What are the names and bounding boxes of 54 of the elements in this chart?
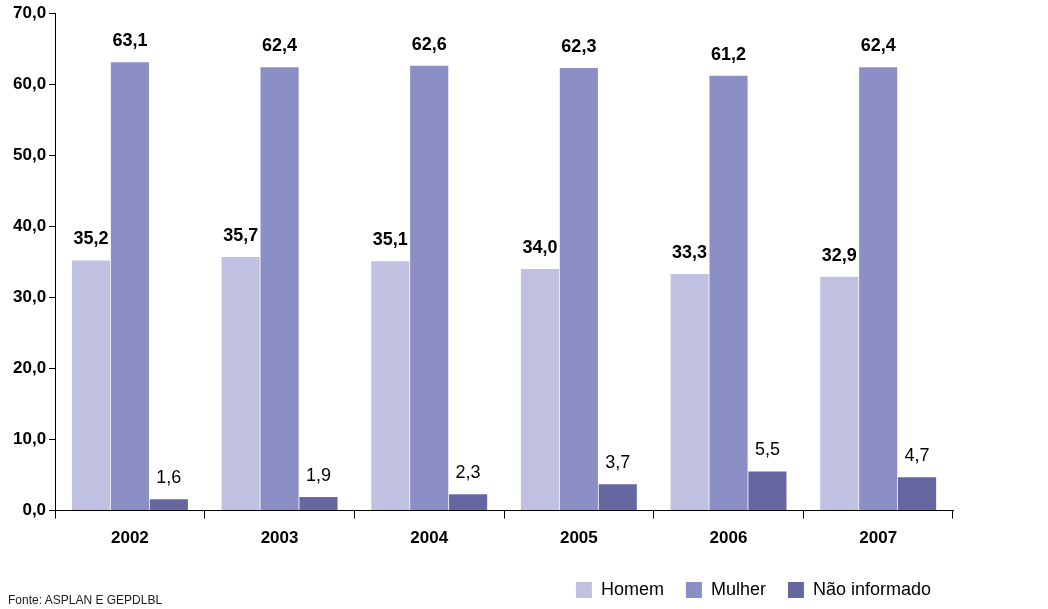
data-label: 4,7: [904, 445, 930, 466]
x-tick-label: 2006: [709, 528, 748, 548]
bar: [559, 67, 598, 511]
bar: [820, 276, 859, 511]
bar: [149, 499, 188, 511]
bar: [859, 67, 898, 511]
bar: [709, 75, 748, 511]
bar: [71, 260, 111, 511]
data-label: 61,2: [711, 43, 747, 64]
source-note: Fonte: ASPLAN E GEPDLBL: [8, 593, 163, 607]
bar: [520, 269, 560, 511]
legend-label: Homem: [600, 578, 664, 599]
data-label: 3,7: [605, 452, 631, 473]
data-label: 5,5: [754, 439, 780, 460]
data-label: 32,9: [821, 244, 857, 265]
y-tick-label: 70,0: [12, 2, 47, 22]
data-label: 62,6: [411, 33, 447, 54]
x-tick-label: 2004: [410, 528, 449, 548]
data-label: 35,7: [223, 224, 259, 245]
bar: [898, 477, 937, 511]
bar: [748, 471, 787, 511]
data-label: 35,2: [73, 228, 109, 249]
x-tick-label: 2002: [111, 528, 149, 548]
bar: [670, 273, 709, 511]
y-tick-label: 60,0: [12, 73, 47, 93]
data-label: 63,1: [112, 30, 148, 51]
data-label: 35,1: [372, 229, 408, 250]
data-label: 1,6: [156, 467, 182, 488]
data-label: 33,3: [672, 241, 708, 262]
y-tick-label: 10,0: [12, 429, 47, 449]
y-tick-label: 20,0: [12, 358, 47, 378]
data-label: 62,4: [860, 35, 896, 56]
data-label: 2,3: [455, 462, 481, 483]
bar: [299, 497, 338, 511]
y-tick-label: 50,0: [12, 145, 47, 164]
bar: [260, 67, 299, 511]
data-label: 34,0: [522, 236, 558, 257]
data-label: 1,9: [305, 465, 331, 486]
y-tick-label: 40,0: [12, 216, 47, 236]
x-tick-label: 2007: [859, 528, 898, 548]
data-label: 62,3: [561, 35, 597, 56]
data-label: 62,4: [262, 35, 298, 56]
bar: [110, 62, 149, 511]
legend-label: Não informado: [812, 578, 932, 599]
x-tick-label: 2005: [559, 528, 598, 548]
legend-label: Mulher: [710, 578, 766, 599]
x-tick-label: 2003: [260, 528, 299, 548]
bar: [371, 261, 410, 511]
y-tick-label: 0,0: [22, 500, 47, 520]
bar: [598, 484, 637, 511]
bar: [410, 65, 449, 511]
bar: [221, 256, 260, 511]
bar: [449, 494, 488, 511]
y-tick-label: 30,0: [12, 287, 47, 307]
